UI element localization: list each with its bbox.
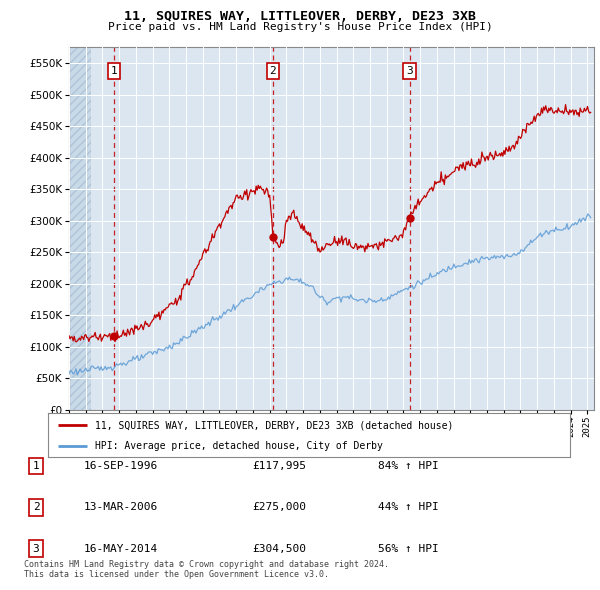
Text: 11, SQUIRES WAY, LITTLEOVER, DERBY, DE23 3XB: 11, SQUIRES WAY, LITTLEOVER, DERBY, DE23… (124, 10, 476, 23)
Text: £275,000: £275,000 (252, 503, 306, 512)
Text: 3: 3 (32, 544, 40, 553)
Text: £117,995: £117,995 (252, 461, 306, 471)
Text: 56% ↑ HPI: 56% ↑ HPI (378, 544, 439, 553)
Text: 16-SEP-1996: 16-SEP-1996 (84, 461, 158, 471)
Text: 16-MAY-2014: 16-MAY-2014 (84, 544, 158, 553)
Text: 1: 1 (32, 461, 40, 471)
Text: £304,500: £304,500 (252, 544, 306, 553)
Bar (69, 47, 91, 410)
Text: Contains HM Land Registry data © Crown copyright and database right 2024.
This d: Contains HM Land Registry data © Crown c… (24, 560, 389, 579)
Text: HPI: Average price, detached house, City of Derby: HPI: Average price, detached house, City… (95, 441, 383, 451)
Text: 13-MAR-2006: 13-MAR-2006 (84, 503, 158, 512)
Text: 2: 2 (32, 503, 40, 512)
Text: 3: 3 (406, 66, 413, 76)
Text: Price paid vs. HM Land Registry's House Price Index (HPI): Price paid vs. HM Land Registry's House … (107, 22, 493, 32)
Text: 2: 2 (269, 66, 277, 76)
Text: 11, SQUIRES WAY, LITTLEOVER, DERBY, DE23 3XB (detached house): 11, SQUIRES WAY, LITTLEOVER, DERBY, DE23… (95, 421, 454, 430)
Text: 1: 1 (111, 66, 118, 76)
Text: 44% ↑ HPI: 44% ↑ HPI (378, 503, 439, 512)
Text: 84% ↑ HPI: 84% ↑ HPI (378, 461, 439, 471)
